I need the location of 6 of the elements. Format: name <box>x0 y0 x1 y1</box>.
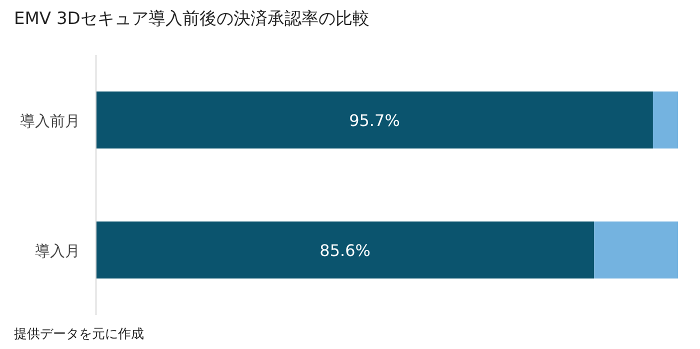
data-label: 95.7% <box>349 111 400 130</box>
y-tick-label: 導入前月 <box>20 112 80 130</box>
y-tick-label: 導入月 <box>35 242 80 260</box>
chart-title: EMV 3Dセキュア導入前後の決済承認率の比較 <box>14 9 370 29</box>
data-label: 85.6% <box>320 241 371 260</box>
text: 提供データを元に作成 <box>14 327 144 342</box>
